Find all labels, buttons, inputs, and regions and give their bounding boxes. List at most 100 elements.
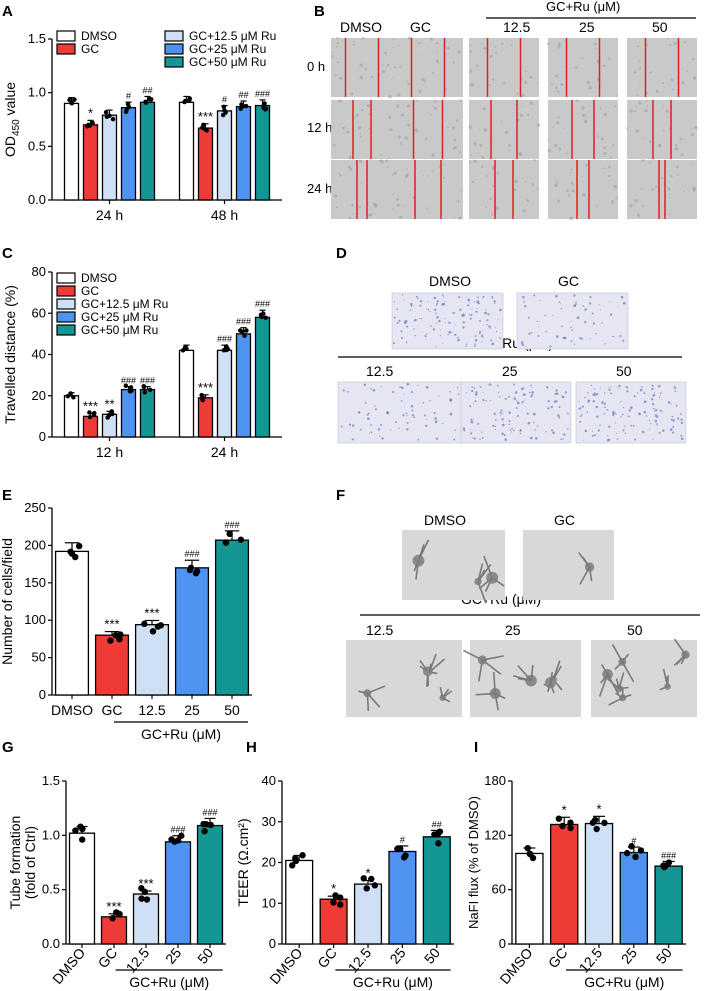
texture-speck xyxy=(587,392,589,394)
texture-speck xyxy=(663,129,665,132)
texture-speck xyxy=(570,326,572,328)
texture-speck xyxy=(622,429,625,432)
data-point xyxy=(259,314,264,320)
texture-speck xyxy=(672,37,675,40)
significance-label: ### xyxy=(121,376,136,386)
scratch-micrograph xyxy=(548,38,618,97)
tube-branch xyxy=(415,560,420,580)
texture-speck xyxy=(639,388,643,392)
significance-label: * xyxy=(596,801,601,816)
texture-speck xyxy=(479,143,483,147)
texture-speck xyxy=(426,175,429,177)
texture-speck xyxy=(444,318,446,319)
panel-f-label: 50 xyxy=(627,622,643,638)
panel-f-label: 12.5 xyxy=(366,622,393,638)
texture-speck xyxy=(341,126,345,130)
texture-speck xyxy=(406,382,410,386)
texture-speck xyxy=(653,419,655,421)
texture-speck xyxy=(409,384,411,386)
texture-speck xyxy=(419,304,422,307)
texture-speck xyxy=(366,414,369,416)
scratch-micrograph xyxy=(393,160,463,219)
texture-speck xyxy=(381,154,384,156)
texture-speck xyxy=(557,42,561,45)
texture-speck xyxy=(643,392,646,395)
significance-label: * xyxy=(88,105,93,120)
y-tick-label: 0 xyxy=(39,687,46,702)
x-tick-label: 24 h xyxy=(96,207,123,223)
texture-speck xyxy=(547,148,552,153)
texture-speck xyxy=(457,50,461,54)
texture-speck xyxy=(430,325,432,327)
texture-speck xyxy=(516,414,519,418)
texture-speck xyxy=(686,70,689,73)
texture-speck xyxy=(614,105,617,108)
texture-speck xyxy=(610,200,615,204)
texture-speck xyxy=(603,413,605,415)
texture-speck xyxy=(400,400,403,402)
texture-speck xyxy=(499,337,501,339)
texture-speck xyxy=(594,434,597,437)
texture-speck xyxy=(495,330,498,333)
texture-speck xyxy=(414,128,418,132)
group-label: GC+Ru (μM) xyxy=(584,974,664,990)
y-axis-label: TEER (Ω.cm²) xyxy=(235,818,251,906)
texture-speck xyxy=(672,419,675,422)
group-label: GC+Ru (μM) xyxy=(129,974,209,990)
texture-speck xyxy=(582,113,586,118)
texture-speck xyxy=(471,389,474,393)
texture-speck xyxy=(448,321,451,324)
texture-speck xyxy=(581,405,585,408)
data-point xyxy=(182,345,188,351)
texture-speck xyxy=(398,45,401,47)
texture-speck xyxy=(458,216,462,220)
data-point xyxy=(107,637,114,644)
data-point xyxy=(226,530,233,538)
texture-speck xyxy=(351,424,355,427)
tube-branch xyxy=(477,581,487,604)
texture-speck xyxy=(562,438,564,440)
bar xyxy=(285,859,314,945)
texture-speck xyxy=(591,430,594,432)
texture-speck xyxy=(651,384,654,387)
texture-speck xyxy=(567,194,571,197)
texture-speck xyxy=(393,66,397,69)
texture-speck xyxy=(521,105,523,107)
texture-speck xyxy=(424,81,426,84)
texture-speck xyxy=(600,137,604,141)
texture-speck xyxy=(511,427,513,430)
bar xyxy=(254,104,271,201)
texture-speck xyxy=(615,413,617,415)
texture-speck xyxy=(579,420,582,423)
x-tick-label: 25 xyxy=(386,944,408,966)
texture-speck xyxy=(545,431,547,433)
texture-speck xyxy=(425,385,429,389)
texture-speck xyxy=(489,197,492,200)
texture-speck xyxy=(592,322,596,325)
texture-speck xyxy=(389,128,393,132)
texture-speck xyxy=(584,396,586,399)
tube-branch xyxy=(366,692,381,708)
legend-swatch xyxy=(56,30,76,42)
texture-speck xyxy=(488,96,491,98)
tube-branch xyxy=(549,682,555,694)
scratch-micrograph xyxy=(331,100,401,159)
texture-speck xyxy=(411,409,414,412)
texture-speck xyxy=(491,295,493,298)
texture-speck xyxy=(547,139,550,141)
texture-speck xyxy=(392,193,394,196)
texture-speck xyxy=(495,51,498,54)
texture-speck xyxy=(526,199,529,202)
panel-label-h: H xyxy=(246,739,257,756)
tube-branch xyxy=(621,653,630,663)
texture-speck xyxy=(589,295,592,299)
bar xyxy=(82,415,99,438)
tube-branch xyxy=(477,659,484,682)
texture-speck xyxy=(348,216,352,220)
texture-speck xyxy=(590,384,593,386)
bar xyxy=(54,550,90,696)
tube-branch xyxy=(579,566,591,585)
texture-speck xyxy=(499,308,502,312)
significance-label: ### xyxy=(255,89,270,99)
texture-speck xyxy=(538,325,540,327)
